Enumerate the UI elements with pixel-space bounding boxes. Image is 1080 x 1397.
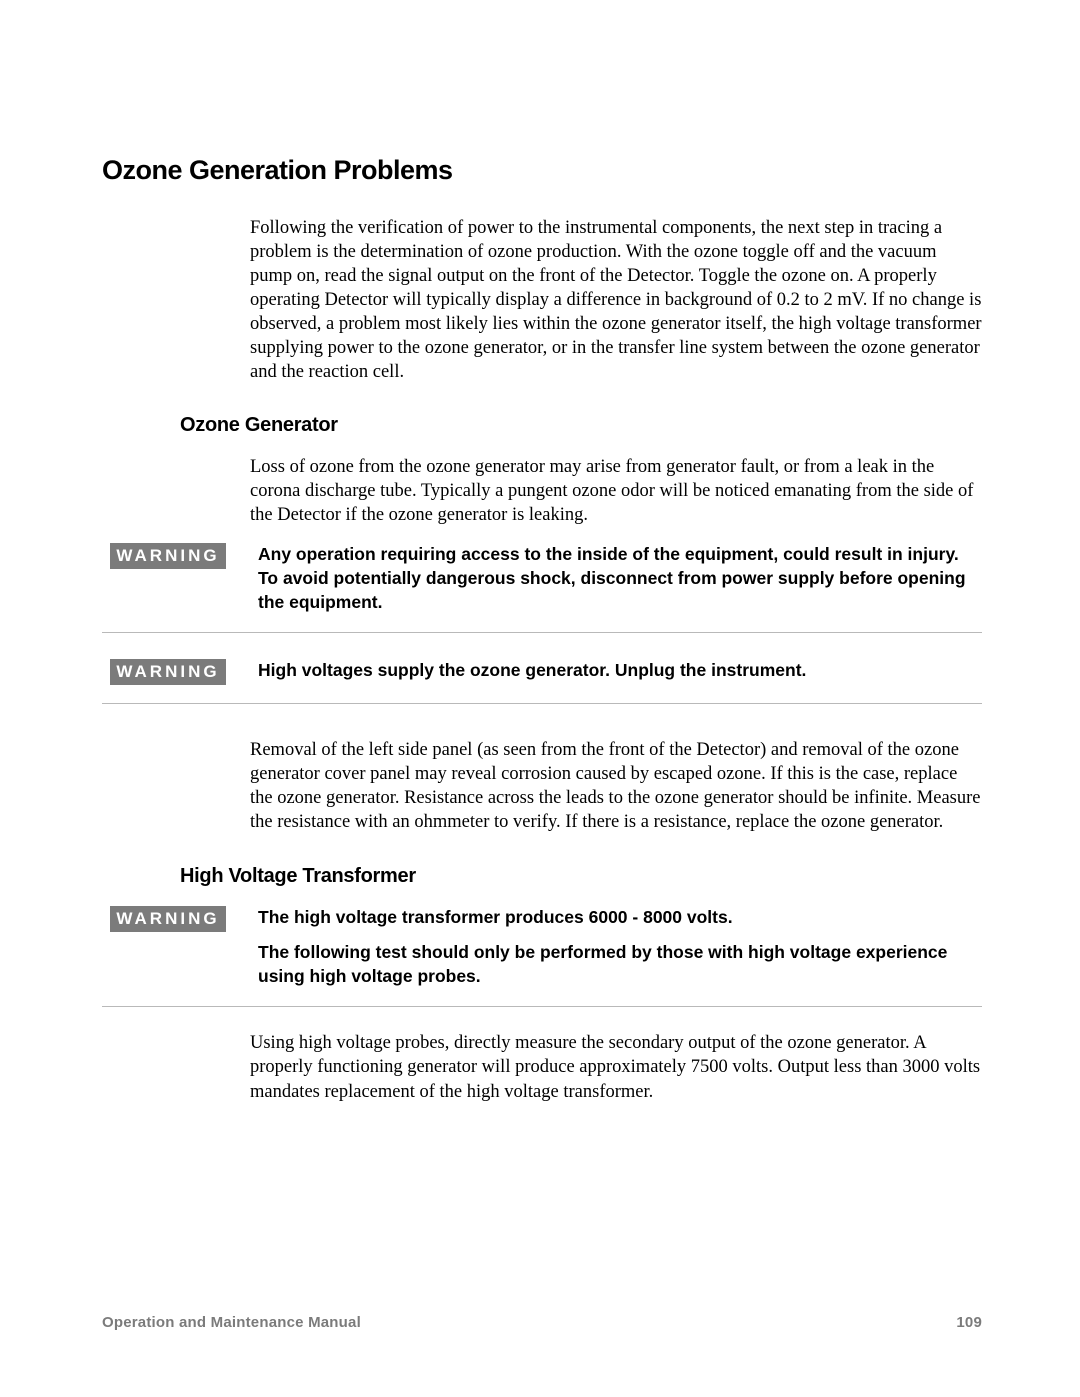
- section-heading-ozone-generator: Ozone Generator: [180, 414, 982, 437]
- page-footer: Operation and Maintenance Manual 109: [102, 1314, 982, 1331]
- warning-block-3: WARNING The high voltage transformer pro…: [102, 906, 982, 1008]
- spacer: [102, 633, 982, 645]
- warning-text-2: High voltages supply the ozone generator…: [258, 659, 982, 683]
- footer-manual-title: Operation and Maintenance Manual: [102, 1314, 361, 1331]
- spacer: [102, 1019, 982, 1031]
- warning-block-1: WARNING Any operation requiring access t…: [102, 543, 982, 633]
- warning-badge: WARNING: [110, 543, 226, 569]
- hv-transformer-para: Using high voltage probes, directly meas…: [250, 1031, 982, 1103]
- warning-badge: WARNING: [110, 659, 226, 685]
- page-title: Ozone Generation Problems: [102, 155, 982, 186]
- spacer: [102, 1007, 982, 1019]
- warning-text-3b: The following test should only be perfor…: [258, 941, 974, 988]
- warning-badge: WARNING: [110, 906, 226, 932]
- section-heading-hv-transformer: High Voltage Transformer: [180, 865, 982, 888]
- intro-paragraph: Following the verification of power to t…: [250, 216, 982, 384]
- ozone-generator-para-2: Removal of the left side panel (as seen …: [250, 738, 982, 834]
- warning-text-3: The high voltage transformer produces 60…: [258, 906, 982, 989]
- spacer: [102, 704, 982, 738]
- warning-text-1: Any operation requiring access to the in…: [258, 543, 982, 614]
- warning-block-2: WARNING High voltages supply the ozone g…: [102, 659, 982, 704]
- manual-page: Ozone Generation Problems Following the …: [0, 0, 1080, 1397]
- ozone-generator-para-1: Loss of ozone from the ozone generator m…: [250, 455, 982, 527]
- footer-page-number: 109: [956, 1314, 982, 1331]
- warning-text-3a: The high voltage transformer produces 60…: [258, 906, 974, 930]
